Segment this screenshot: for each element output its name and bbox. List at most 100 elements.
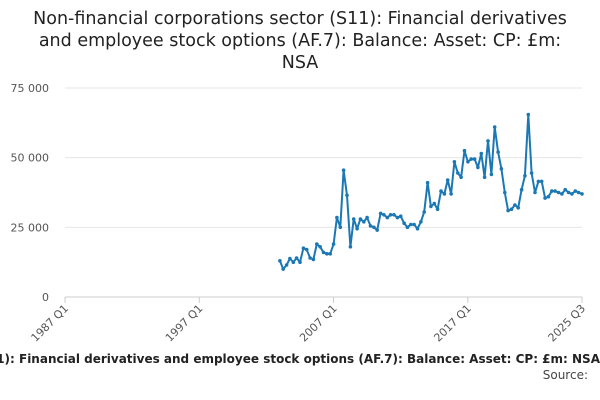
data-point[interactable] — [570, 192, 574, 196]
data-point[interactable] — [536, 179, 541, 184]
data-point[interactable] — [382, 213, 386, 217]
grid-lines — [65, 87, 582, 298]
data-point[interactable] — [288, 256, 292, 261]
data-point[interactable] — [415, 226, 420, 231]
data-point[interactable] — [476, 165, 480, 170]
data-point[interactable] — [365, 215, 369, 220]
data-point[interactable] — [419, 220, 423, 224]
chart-title-line-1: Non-financial corporations sector (S11):… — [33, 9, 567, 29]
data-point[interactable] — [412, 222, 416, 227]
data-point[interactable] — [442, 192, 447, 196]
data-point[interactable] — [358, 217, 363, 221]
data-point[interactable] — [315, 242, 319, 246]
series-line — [278, 113, 583, 271]
source-label: Source: — [542, 368, 588, 382]
data-point[interactable] — [429, 204, 433, 209]
data-point[interactable] — [573, 189, 578, 193]
data-point[interactable] — [294, 256, 299, 260]
data-point[interactable] — [402, 221, 406, 225]
data-point[interactable] — [338, 225, 343, 230]
data-point[interactable] — [348, 245, 353, 249]
data-point[interactable] — [553, 189, 557, 193]
data-point[interactable] — [298, 260, 302, 265]
data-point[interactable] — [513, 203, 517, 207]
data-point[interactable] — [321, 250, 326, 255]
data-point[interactable] — [435, 207, 440, 211]
data-point[interactable] — [519, 187, 524, 192]
data-point[interactable] — [529, 171, 534, 175]
data-point[interactable] — [328, 252, 333, 256]
data-point[interactable] — [405, 225, 410, 230]
data-point[interactable] — [462, 148, 467, 153]
data-point[interactable] — [368, 224, 373, 228]
data-point[interactable] — [325, 252, 329, 256]
data-point[interactable] — [375, 228, 380, 232]
data-point[interactable] — [425, 180, 430, 185]
data-point[interactable] — [556, 190, 561, 195]
data-point[interactable] — [492, 125, 497, 129]
data-point[interactable] — [452, 160, 457, 164]
data-point[interactable] — [472, 157, 477, 161]
data-point[interactable] — [378, 211, 383, 216]
data-point[interactable] — [284, 263, 289, 267]
data-point[interactable] — [362, 220, 366, 224]
data-point[interactable] — [445, 178, 450, 182]
data-point[interactable] — [301, 246, 306, 250]
data-point[interactable] — [395, 215, 400, 220]
data-point[interactable] — [526, 112, 531, 117]
data-point[interactable] — [560, 192, 564, 196]
data-point[interactable] — [392, 213, 396, 217]
data-point[interactable] — [311, 257, 316, 262]
data-point[interactable] — [516, 206, 520, 210]
data-point[interactable] — [308, 256, 312, 260]
data-point[interactable] — [331, 242, 336, 246]
data-point[interactable] — [509, 207, 514, 211]
data-point[interactable] — [580, 192, 584, 196]
data-point[interactable] — [539, 179, 544, 184]
data-point[interactable] — [422, 210, 427, 214]
data-point[interactable] — [449, 192, 453, 196]
data-point[interactable] — [388, 213, 393, 217]
data-point[interactable] — [318, 245, 322, 249]
data-point[interactable] — [489, 172, 494, 177]
data-point[interactable] — [372, 225, 376, 230]
data-point[interactable] — [566, 190, 571, 195]
data-point[interactable] — [291, 260, 296, 265]
data-point[interactable] — [486, 139, 490, 143]
data-point[interactable] — [482, 175, 487, 179]
data-point[interactable] — [479, 151, 484, 156]
data-point[interactable] — [439, 189, 443, 193]
data-point[interactable] — [466, 160, 470, 164]
data-point[interactable] — [355, 226, 359, 231]
data-point[interactable] — [281, 267, 286, 271]
data-point[interactable] — [563, 187, 567, 192]
data-point[interactable] — [385, 215, 390, 220]
data-point[interactable] — [409, 222, 413, 227]
data-point[interactable] — [496, 150, 500, 154]
data-point[interactable] — [533, 190, 537, 195]
data-point[interactable] — [456, 171, 460, 175]
y-tick-label: 50 000 — [11, 152, 50, 165]
data-point[interactable] — [546, 194, 551, 199]
x-tick-label: 1997 Q1 — [163, 302, 206, 345]
data-point[interactable] — [506, 208, 510, 213]
x-tick-label: 2017 Q1 — [431, 302, 474, 345]
data-point[interactable] — [278, 259, 282, 263]
data-point[interactable] — [459, 175, 463, 179]
data-point[interactable] — [345, 193, 349, 198]
data-point[interactable] — [398, 214, 403, 218]
data-point[interactable] — [499, 167, 504, 171]
data-point[interactable] — [432, 201, 437, 206]
data-point[interactable] — [550, 189, 554, 193]
data-point[interactable] — [304, 247, 309, 252]
data-point[interactable] — [351, 217, 356, 221]
data-point[interactable] — [576, 190, 581, 195]
data-point[interactable] — [523, 174, 527, 178]
data-point[interactable] — [341, 168, 346, 172]
data-point[interactable] — [335, 215, 339, 220]
chart-title: Non-financial corporations sector (S11):… — [0, 8, 600, 74]
x-tick-label: 2025 Q3 — [546, 302, 589, 345]
data-point[interactable] — [469, 157, 474, 161]
data-point[interactable] — [503, 190, 507, 195]
data-point[interactable] — [543, 196, 547, 200]
